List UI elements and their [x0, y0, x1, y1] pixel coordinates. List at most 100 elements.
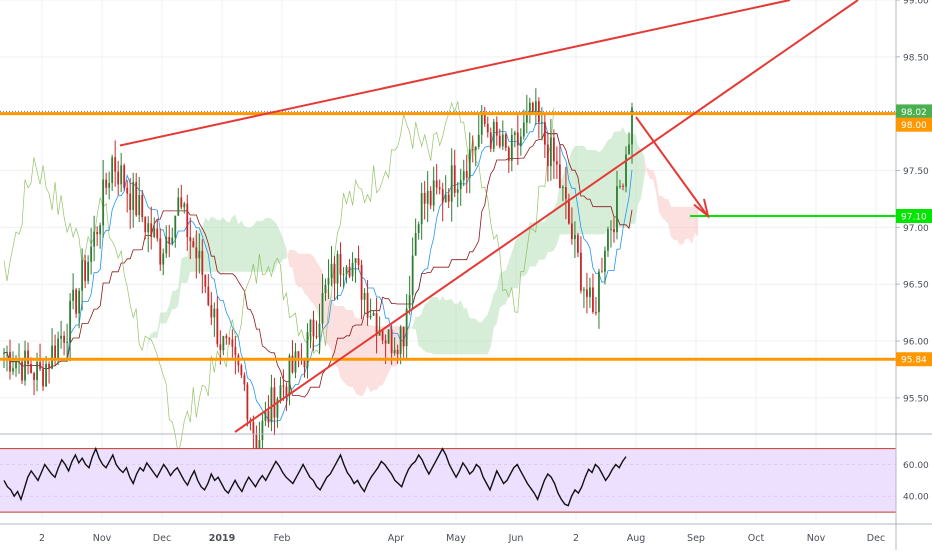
price-badge[interactable]: 97.10 — [896, 209, 932, 223]
candle-body — [39, 362, 41, 369]
candle-body — [598, 271, 600, 312]
candle-body — [213, 309, 215, 318]
candle-body — [556, 161, 558, 164]
candle-body — [75, 290, 77, 314]
candle-body — [592, 287, 594, 312]
candle[interactable] — [21, 360, 23, 384]
candle[interactable] — [493, 119, 495, 152]
candle-body — [460, 180, 462, 189]
kumo-segment — [304, 254, 307, 296]
kumo-segment — [461, 300, 464, 354]
kumo-segment — [253, 221, 256, 272]
candle-body — [538, 101, 540, 122]
price-badge[interactable]: 95.84 — [896, 352, 932, 366]
candle-body — [69, 301, 71, 342]
candle-body — [373, 313, 375, 316]
candle-body — [63, 336, 65, 343]
kumo-segment — [665, 199, 668, 223]
candle-body — [45, 364, 47, 386]
price-badge[interactable]: 98.02 — [896, 104, 932, 118]
candle-body — [295, 351, 297, 372]
x-tick-label: Feb — [274, 533, 291, 544]
candle-body — [427, 191, 429, 204]
candle-body — [114, 157, 116, 171]
kumo-segment — [160, 312, 163, 323]
kumo-segment — [587, 150, 590, 234]
candle-body — [228, 338, 230, 339]
kumo-segment — [602, 145, 605, 234]
candle-body — [355, 258, 357, 263]
kumo-segment — [256, 221, 259, 272]
kumo-segment — [313, 256, 316, 309]
x-tick-label: Dec — [867, 533, 885, 544]
kumo-segment — [449, 299, 452, 354]
candle-body — [66, 342, 68, 343]
candle-body — [289, 356, 291, 396]
candle-body — [189, 237, 191, 241]
candle-body — [439, 187, 441, 189]
candle-body — [102, 180, 104, 226]
y-tick-label: 98.50 — [903, 53, 929, 63]
candle-body — [246, 384, 248, 419]
candle-body — [601, 271, 603, 272]
candle-body — [568, 199, 570, 223]
kumo-segment — [338, 306, 341, 378]
x-tick-label: Aug — [627, 533, 646, 544]
candle-body — [613, 229, 615, 232]
kumo-segment — [181, 257, 184, 283]
kumo-segment — [689, 207, 692, 244]
candle-body — [87, 262, 89, 281]
candle-body — [159, 238, 161, 264]
kumo-segment — [232, 215, 235, 272]
candle[interactable] — [75, 288, 77, 318]
candle-body — [234, 347, 236, 355]
candle-body — [523, 123, 525, 137]
x-tick-label: Dec — [153, 533, 171, 544]
candle-body — [595, 312, 597, 313]
candle-body — [310, 320, 312, 333]
candle-body — [604, 251, 606, 272]
price-badge[interactable]: 98.00 — [896, 118, 932, 132]
candle[interactable] — [123, 164, 125, 191]
candle-body — [529, 103, 531, 114]
candle-body — [334, 264, 336, 284]
x-tick-label: Jun — [508, 533, 524, 544]
candle-body — [583, 289, 585, 290]
kumo-segment — [307, 254, 310, 301]
kumo-segment — [262, 218, 265, 272]
candle-body — [424, 193, 426, 204]
candle-body — [430, 191, 432, 206]
candle-body — [328, 278, 330, 285]
kumo-segment — [650, 170, 653, 179]
candle-body — [532, 103, 534, 112]
candle[interactable] — [388, 329, 390, 344]
candle-body — [433, 180, 435, 205]
candle-body — [271, 387, 273, 422]
candle-body — [589, 287, 591, 296]
candle-body — [514, 132, 516, 134]
candle-body — [352, 263, 354, 276]
candle-body — [111, 157, 113, 183]
kumo-segment — [175, 288, 178, 309]
kumo-segment — [238, 220, 241, 271]
candle-body — [129, 194, 131, 210]
candle-body — [466, 171, 468, 178]
candle-body — [177, 197, 179, 215]
kumo-segment — [295, 251, 298, 287]
candle-body — [436, 180, 438, 187]
kumo-segment — [265, 218, 268, 272]
candle-body — [3, 353, 5, 354]
kumo-segment — [458, 300, 461, 354]
rsi-y-tick-label: 40.00 — [903, 493, 929, 503]
candle-body — [222, 336, 224, 350]
candle-body — [361, 265, 363, 300]
kumo-segment — [268, 218, 271, 272]
kumo-segment — [482, 318, 485, 355]
candle-body — [388, 329, 390, 343]
candle-body — [231, 339, 233, 346]
candle-body — [138, 195, 140, 215]
price-badge-label: 98.02 — [901, 108, 927, 118]
kumo-segment — [476, 319, 479, 355]
